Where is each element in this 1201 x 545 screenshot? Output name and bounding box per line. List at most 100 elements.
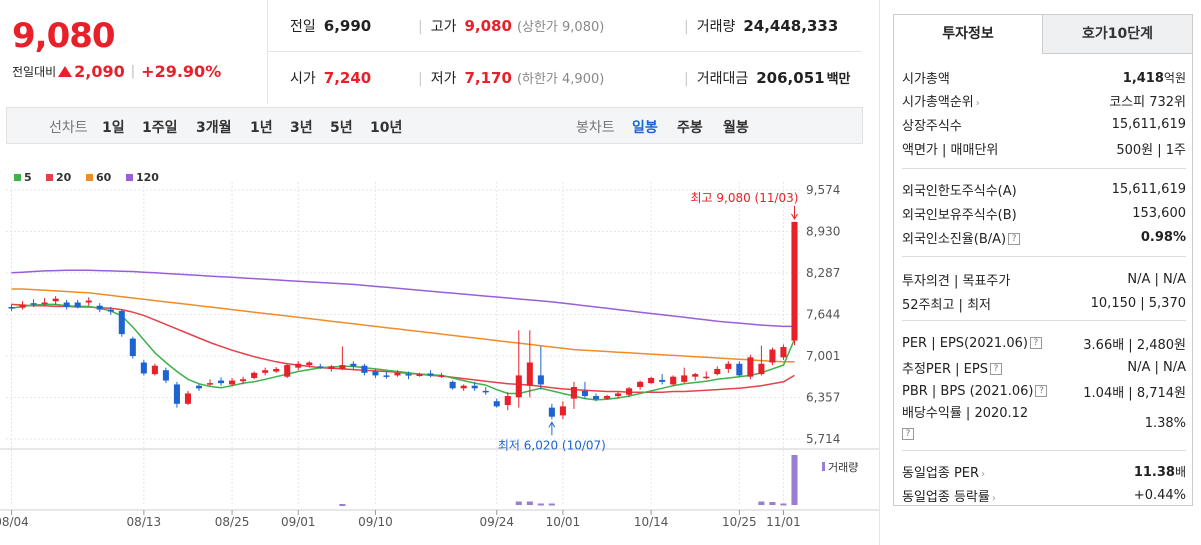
- x-tick-label: 09/01: [281, 515, 316, 529]
- legend-swatch: [46, 174, 53, 181]
- investment-info-panel: 투자정보 호가10단계 시가총액 1,418억원 시가총액순위 › 코스피 732…: [893, 14, 1193, 539]
- stat-low: | 저가 7,170 (하한가 4,900): [418, 69, 605, 87]
- stat-amount-value: 206,051: [756, 69, 825, 87]
- period-1d[interactable]: 1일: [102, 120, 125, 136]
- stats-row-1: 전일 6,990 | 고가 9,080 (상한가 9,080) | 거래량 24…: [268, 0, 862, 52]
- candle-body: [206, 383, 214, 385]
- candle-body: [747, 357, 754, 377]
- panel-divider: [879, 0, 880, 545]
- candle-body: [736, 363, 743, 376]
- candle-body: [570, 387, 577, 399]
- line-chart-label: 선차트: [49, 120, 88, 136]
- candle-body: [218, 380, 225, 384]
- row-sector-change[interactable]: 동일업종 등락률 › +0.44%: [902, 487, 1186, 505]
- chevron-right-icon: ›: [981, 468, 986, 480]
- candle-body: [603, 396, 611, 399]
- row-market-cap-rank[interactable]: 시가총액순위 › 코스피 732위: [902, 94, 1186, 110]
- y-tick-label: 8,930: [806, 225, 840, 239]
- candle-body: [626, 388, 633, 395]
- candle-body: [262, 370, 269, 373]
- group-divider: [902, 450, 1186, 451]
- volume-bar: [537, 503, 544, 506]
- stat-open: 시가 7,240: [290, 68, 371, 88]
- change-value: 2,090: [74, 62, 125, 81]
- volume-bar: [515, 501, 522, 505]
- period-3m[interactable]: 3개월: [196, 120, 232, 136]
- legend-label: 60: [96, 171, 112, 184]
- candle-monthly[interactable]: 월봉: [723, 120, 749, 136]
- y-tick-label: 6,357: [806, 391, 840, 405]
- period-10y[interactable]: 10년: [370, 120, 403, 136]
- y-tick-label: 7,001: [806, 349, 840, 363]
- candle-daily[interactable]: 일봉: [632, 120, 658, 136]
- candle-body: [438, 375, 445, 377]
- volume-legend-swatch: [822, 462, 825, 471]
- candle-body: [251, 372, 258, 378]
- candle-body: [394, 372, 401, 376]
- candle-body: [173, 384, 180, 404]
- period-3y[interactable]: 3년: [290, 120, 313, 136]
- candle-body: [317, 366, 324, 368]
- candle-body: [493, 401, 500, 407]
- candle-body: [427, 373, 434, 376]
- candle-body: [284, 365, 291, 377]
- candle-body: [648, 377, 655, 384]
- stat-open-label: 시가: [290, 71, 316, 87]
- stat-upper-limit: (상한가 9,080): [516, 19, 605, 35]
- row-sector-per[interactable]: 동일업종 PER › 11.38배: [902, 464, 1186, 481]
- row-foreign-limit: 외국인한도주식수(A) 15,611,619: [902, 181, 1186, 199]
- stat-high: | 고가 9,080 (상한가 9,080): [418, 16, 605, 35]
- y-tick-label: 8,287: [806, 266, 840, 280]
- candle-body: [449, 381, 456, 389]
- x-tick-label: 08/25: [215, 515, 250, 529]
- candle-body: [41, 302, 48, 305]
- candle-body: [482, 390, 489, 393]
- candle-body: [791, 221, 798, 341]
- help-icon[interactable]: ?: [1029, 337, 1042, 349]
- x-tick-label: 10/14: [634, 515, 669, 529]
- candle-body: [140, 362, 147, 374]
- change-label: 전일대비: [12, 65, 57, 79]
- candle-weekly[interactable]: 주봉: [677, 120, 703, 136]
- x-tick-label: 09/24: [479, 515, 514, 529]
- candle-body: [372, 371, 379, 376]
- candle-body: [162, 370, 169, 381]
- period-1y[interactable]: 1년: [250, 120, 273, 136]
- stat-high-value: 9,080: [464, 16, 512, 35]
- help-icon[interactable]: ?: [1035, 385, 1048, 397]
- candle-body: [548, 407, 555, 417]
- legend-label: 120: [136, 171, 159, 184]
- volume-bar: [758, 501, 765, 505]
- price-summary: 9,080 전일대비 2,090 | +29.90%: [0, 0, 268, 104]
- period-1w[interactable]: 1주일: [142, 120, 178, 136]
- candle-body: [615, 393, 622, 397]
- change-percent: +29.90%: [141, 62, 222, 81]
- candle-body: [229, 380, 236, 385]
- candle-body: [85, 300, 92, 303]
- y-tick-label: 7,644: [806, 308, 840, 322]
- stat-low-value: 7,170: [464, 69, 512, 87]
- ma60-line: [11, 288, 795, 363]
- candle-body: [19, 304, 26, 308]
- candle-body: [537, 375, 544, 385]
- candle-body: [681, 375, 688, 382]
- candle-body: [52, 298, 59, 302]
- tab-orderbook-10[interactable]: 호가10단계: [1042, 14, 1193, 54]
- volume-bar: [548, 503, 555, 506]
- candle-body: [670, 376, 677, 385]
- stat-lower-limit: (하한가 4,900): [516, 72, 605, 87]
- price-chart[interactable]: 9,574 8,930 8,287 7,644 7,001 6,357 5,714 08/04…: [0, 160, 880, 545]
- candle-body: [559, 406, 566, 416]
- tab-investment-info[interactable]: 투자정보: [893, 14, 1043, 54]
- group-divider: [902, 256, 1186, 257]
- help-icon[interactable]: ?: [1008, 233, 1021, 245]
- period-5y[interactable]: 5년: [330, 120, 353, 136]
- help-icon[interactable]: ?: [902, 427, 914, 440]
- ma20-line: [11, 303, 795, 393]
- help-icon[interactable]: ?: [989, 363, 1002, 375]
- current-price: 9,080: [12, 16, 116, 56]
- candle-body: [725, 363, 732, 369]
- y-tick-label: 9,574: [806, 183, 840, 197]
- info-tabs: 투자정보 호가10단계: [893, 14, 1193, 54]
- candle-body: [151, 365, 158, 375]
